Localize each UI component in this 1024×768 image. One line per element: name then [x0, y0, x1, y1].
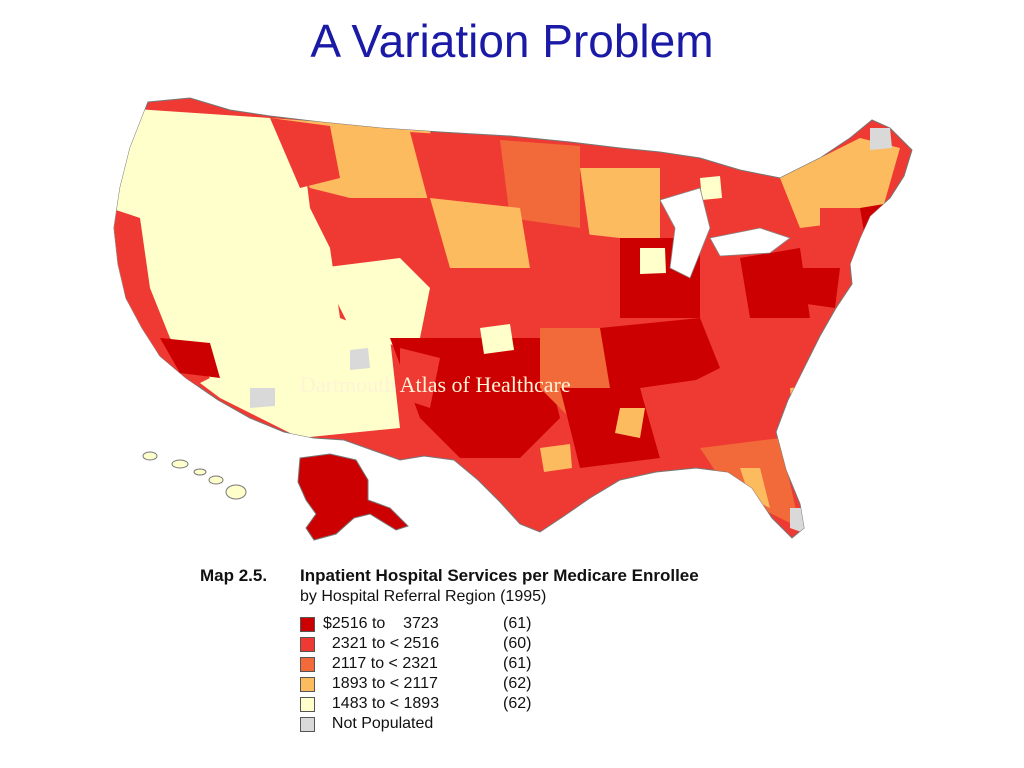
region-dakotas: [410, 132, 510, 208]
map-number: Map 2.5.: [200, 566, 268, 585]
region-west-texas: [400, 348, 440, 408]
us-choropleth-map: [100, 88, 930, 558]
region-patch-5: [540, 444, 572, 472]
region-montana-west: [270, 118, 340, 188]
region-not-populated-az: [250, 388, 275, 408]
legend-swatch: [300, 716, 315, 732]
legend-swatch: [300, 616, 315, 632]
region-patch-3: [790, 386, 812, 408]
region-socal: [160, 338, 220, 378]
legend-range: Not Populated: [323, 715, 434, 732]
region-southwest: [320, 258, 430, 348]
region-carolinas: [720, 318, 800, 388]
great-lakes-east: [709, 227, 791, 257]
legend-count: (62): [503, 695, 532, 712]
map-hawaii: [142, 451, 247, 500]
legend-range: 1893 to < 2117: [323, 675, 438, 692]
map-legend: Map 2.5. Inpatient Hospital Services per …: [200, 566, 840, 734]
region-alabama-georgia: [640, 378, 720, 458]
legend-range: $2516 to 3723: [323, 615, 439, 632]
region-tennessee: [600, 318, 720, 398]
region-mid-atlantic: [800, 268, 840, 308]
legend-count: (60): [503, 635, 532, 652]
legend-swatch: [300, 676, 315, 692]
slide-title: A Variation Problem: [310, 15, 714, 67]
map-caption: Map 2.5. Inpatient Hospital Services per …: [200, 566, 840, 586]
legend-range: 1483 to < 1893: [323, 695, 440, 712]
legend-range: 2117 to < 2321: [323, 655, 438, 672]
legend-count: (61): [503, 655, 532, 672]
region-massachusetts: [860, 203, 890, 238]
region-patch-4: [700, 176, 722, 200]
region-iowa: [530, 228, 620, 298]
region-florida-central: [740, 468, 770, 508]
map-title: Inpatient Hospital Services per Medicare…: [300, 566, 699, 585]
legend-item: Not Populated: [300, 714, 840, 734]
legend-swatch: [300, 636, 315, 652]
watermark-text: Dartmouth Atlas of Healthcare: [300, 372, 571, 397]
legend-count: (62): [503, 675, 532, 692]
region-patch-1: [480, 324, 514, 354]
region-wisconsin: [580, 168, 660, 238]
region-wyoming: [350, 198, 450, 258]
region-new-england: [780, 138, 900, 228]
legend-range: 2321 to < 2516: [323, 635, 440, 652]
legend-item: 1893 to < 2117 (62): [300, 674, 840, 694]
legend-list: $2516 to 3723 (61) 2321 to < 2516 (60) 2…: [300, 614, 840, 734]
region-pacific-coast: [114, 208, 210, 388]
map-regions: [114, 108, 900, 533]
region-central-mississippi: [615, 408, 645, 438]
region-not-populated-maine: [870, 128, 892, 150]
great-lakes: [659, 187, 711, 279]
legend-item: 2321 to < 2516 (60): [300, 634, 840, 654]
region-nebraska: [430, 198, 530, 268]
legend-item: $2516 to 3723 (61): [300, 614, 840, 634]
region-new-york: [820, 208, 880, 268]
legend-swatch: [300, 696, 315, 712]
region-pennsylvania: [740, 248, 810, 318]
legend-swatch: [300, 656, 315, 672]
region-minnesota: [500, 140, 580, 228]
legend-item: 1483 to < 1893 (62): [300, 694, 840, 714]
region-kansas: [430, 278, 540, 338]
legend-item: 2117 to < 2321 (61): [300, 654, 840, 674]
region-patch-2: [640, 248, 666, 274]
legend-count: (61): [503, 615, 532, 632]
region-not-populated-nm: [350, 348, 370, 370]
map-subtitle: by Hospital Referral Region (1995): [300, 588, 547, 605]
map-alaska: [297, 453, 409, 541]
